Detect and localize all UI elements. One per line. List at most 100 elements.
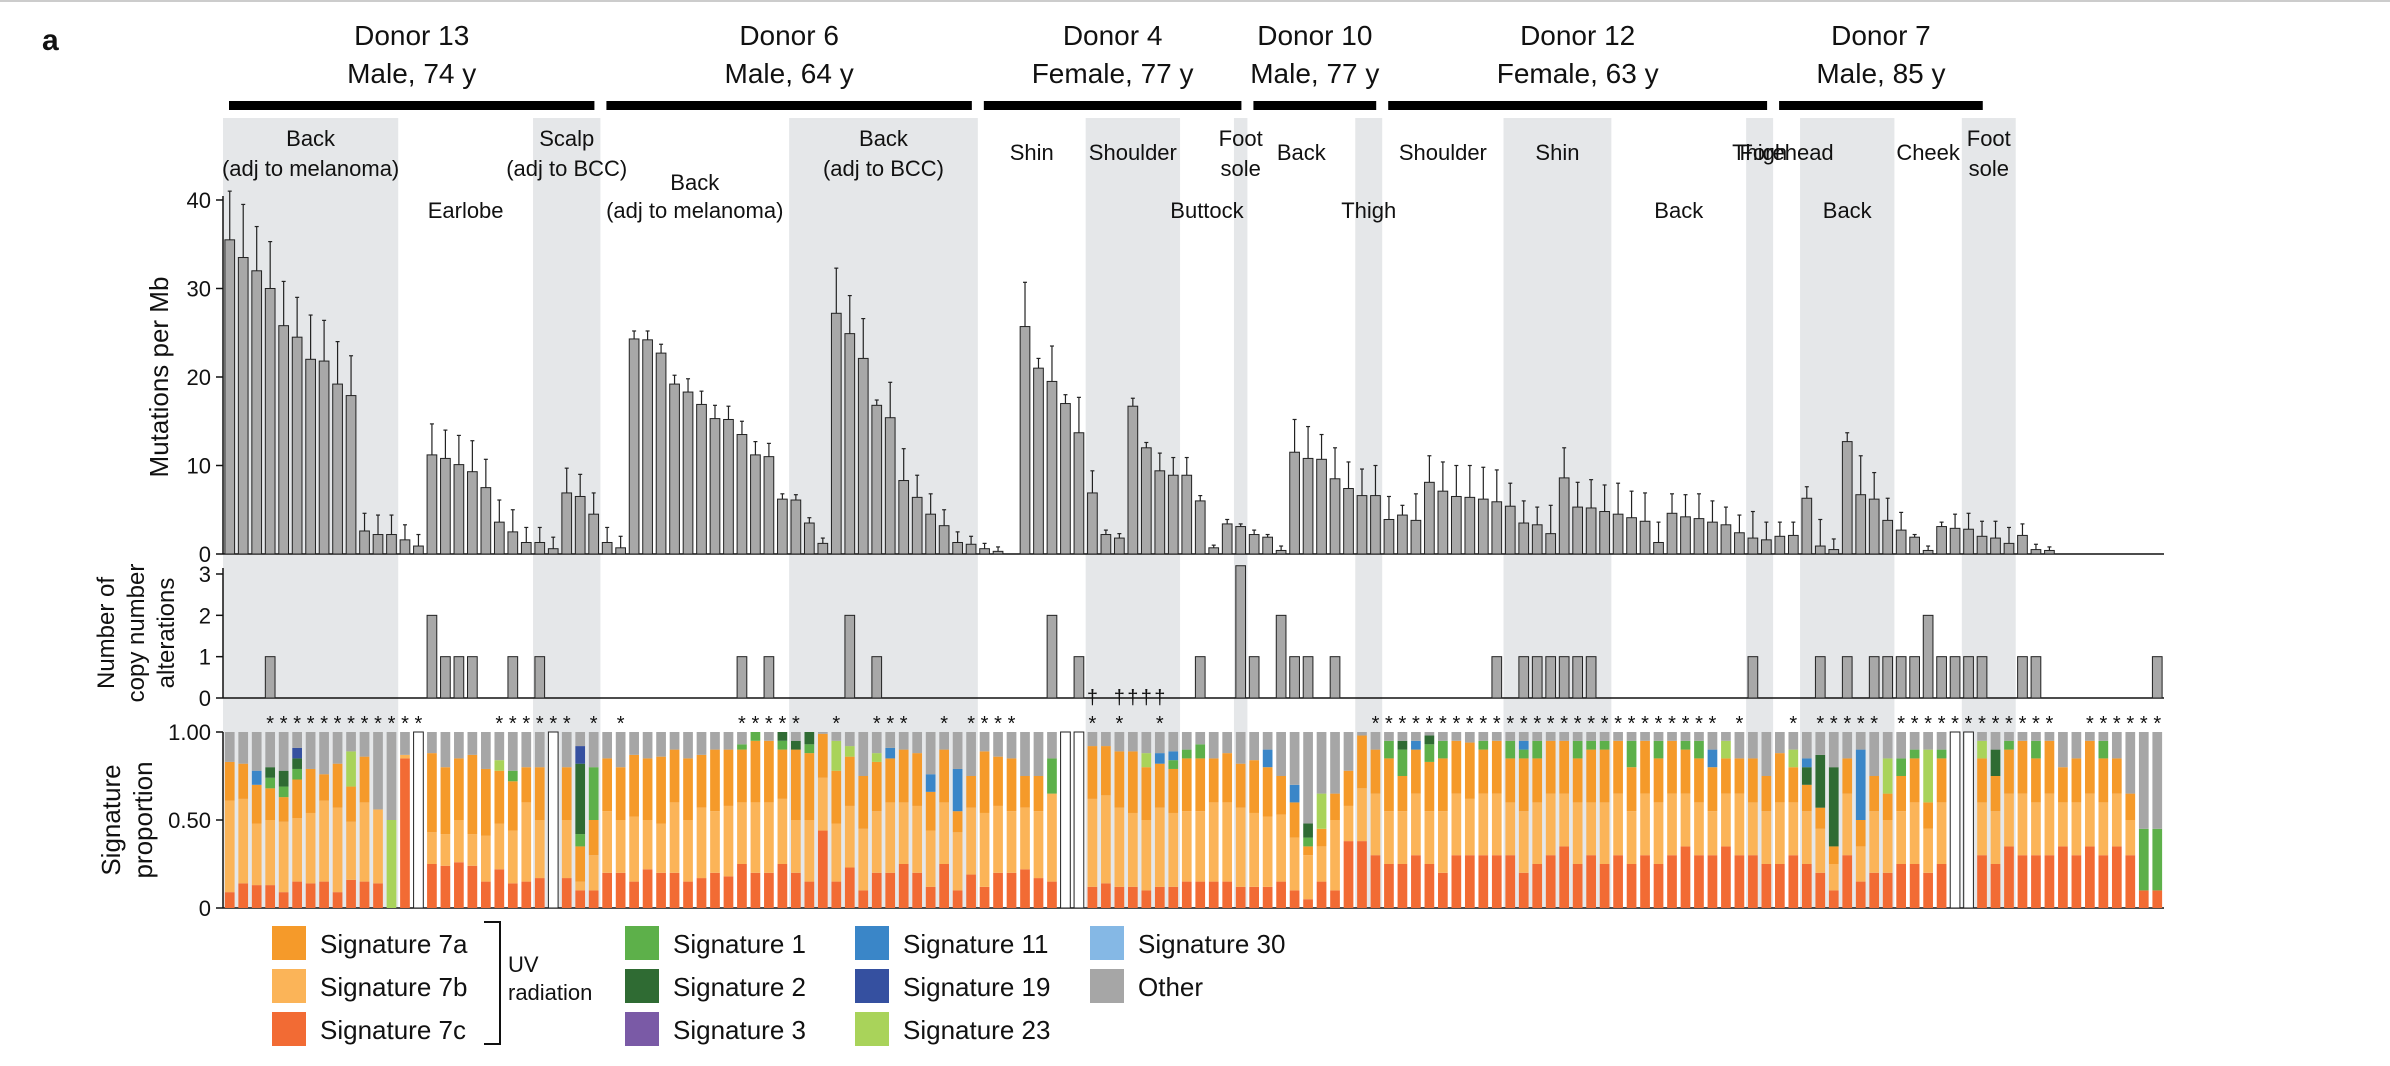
signature-segment: [1640, 855, 1650, 908]
mutation-bar: [561, 492, 573, 555]
mutation-bar: [1140, 447, 1152, 555]
signature-segment: [683, 758, 693, 820]
signature-segment: [669, 802, 680, 873]
signature-segment: [2004, 749, 2014, 794]
cna-bar: [1046, 614, 1058, 699]
significance-marker: *: [293, 713, 301, 735]
signature-segment: [480, 768, 491, 836]
signature-segment-other: [2004, 732, 2014, 741]
signature-segment-other: [1330, 732, 1340, 794]
signature-segment: [454, 758, 464, 820]
signature-segment-other: [1748, 732, 1758, 759]
legend-swatch: [855, 926, 889, 960]
signature-segment: [1586, 740, 1596, 750]
mutation-bar: [1424, 481, 1435, 555]
cna-bar: [1558, 656, 1570, 699]
signature-segment: [1411, 740, 1421, 750]
signature-segment: [831, 881, 842, 908]
site-label: Back: [1823, 198, 1873, 223]
signature-segment-other: [1977, 732, 1987, 741]
signature-bar-empty: [1073, 731, 1085, 909]
mutation-bar: [291, 336, 303, 555]
signature-segment-other: [1532, 732, 1543, 741]
signature-segment-other: [1491, 732, 1502, 741]
signature-segment: [1087, 798, 1098, 887]
signature-segment: [1788, 802, 1799, 856]
cna-bar: [1963, 656, 1974, 699]
signature-segment: [494, 760, 505, 771]
signature-segment: [1384, 864, 1394, 908]
signature-segment-other: [1505, 732, 1516, 741]
signature-segment: [2031, 758, 2041, 803]
signature-segment: [2017, 740, 2028, 794]
significance-marker: *: [994, 713, 1002, 735]
signature-segment: [1721, 793, 1731, 847]
cna-bar: [426, 614, 438, 699]
signature-segment: [777, 864, 788, 908]
signature-segment: [1626, 767, 1637, 812]
signature-segment-other: [831, 732, 842, 741]
signature-segment: [871, 811, 882, 873]
signature-segment: [588, 890, 599, 908]
donor-name: Donor 10: [1257, 20, 1372, 51]
mutation-bar: [803, 522, 815, 555]
signature-segment: [265, 777, 276, 789]
signature-segment-other: [1855, 732, 1866, 750]
mutation-bar: [1450, 495, 1462, 555]
signature-segment: [305, 768, 316, 813]
significance-marker: *: [1951, 713, 1959, 735]
signature-segment: [1572, 740, 1583, 759]
legend-swatch: [1090, 969, 1124, 1003]
signature-segment: [224, 800, 235, 893]
signature-segment: [1815, 754, 1826, 808]
mutation-bar: [1033, 367, 1044, 555]
signature-segment: [561, 767, 572, 820]
signature-segment: [1370, 855, 1381, 908]
cna-bar: [1235, 565, 1247, 699]
signature-segment-other: [1801, 732, 1812, 759]
signature-segment-other: [440, 732, 451, 768]
cna-bar: [1073, 656, 1085, 699]
signature-segment: [1397, 740, 1408, 750]
significance-marker: *: [752, 713, 760, 735]
signature-segment: [386, 820, 397, 908]
signature-segment: [1532, 740, 1543, 759]
signature-segment: [507, 781, 518, 831]
signature-segment: [696, 754, 707, 808]
signature-segment: [588, 767, 599, 820]
mutation-bar: [1019, 326, 1031, 555]
significance-marker: †: [1127, 687, 1138, 709]
legend-label: Signature 23: [903, 1015, 1050, 1045]
signature-segment-other: [400, 732, 410, 755]
signature-segment: [400, 758, 410, 908]
signature-segment: [1586, 855, 1596, 908]
signature-segment: [696, 807, 707, 879]
signature-segment: [656, 823, 666, 873]
signature-segment: [1977, 758, 1987, 803]
signature-segment: [1828, 890, 1839, 908]
signature-segment: [2138, 828, 2149, 891]
mutation-bar: [547, 548, 559, 555]
signature-segment-other: [858, 732, 869, 776]
significance-marker: *: [1452, 713, 1460, 735]
signature-segment-other: [1613, 732, 1623, 741]
significance-marker: *: [388, 713, 396, 735]
mutation-bar: [938, 525, 950, 555]
mutation-bar: [493, 521, 505, 555]
signature-segment: [777, 740, 788, 750]
signature-segment: [1613, 855, 1623, 908]
mutation-bar: [588, 513, 600, 555]
signature-segment: [817, 733, 828, 778]
signature-segment: [238, 798, 249, 884]
signature-segment: [521, 881, 532, 908]
donor-name: Donor 12: [1520, 20, 1635, 51]
signature-segment: [1761, 776, 1772, 812]
mutation-bar: [696, 403, 707, 555]
signature-segment-other: [737, 732, 747, 745]
cna-bar: [1882, 656, 1894, 699]
signature-segment: [1370, 749, 1381, 794]
signature-segment: [1047, 758, 1057, 794]
significance-marker: *: [2005, 713, 2013, 735]
site-label: Shin: [1535, 140, 1579, 165]
donor-info: Male, 77 y: [1250, 58, 1379, 89]
